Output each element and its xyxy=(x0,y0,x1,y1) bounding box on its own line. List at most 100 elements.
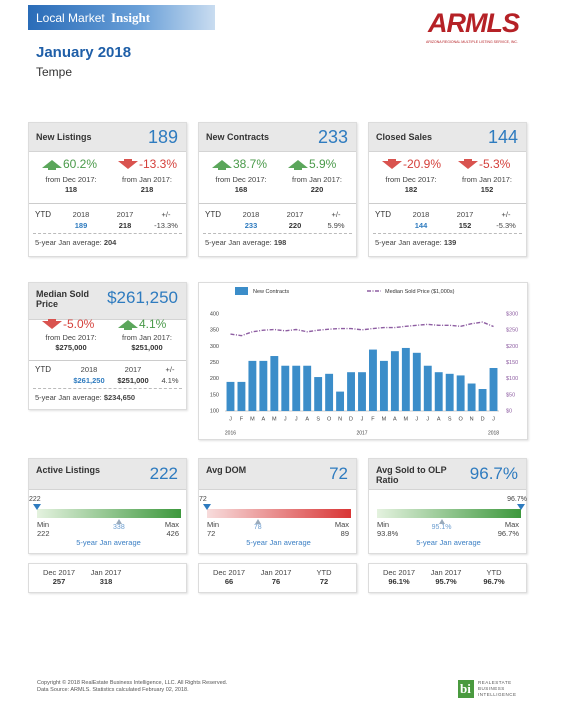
legend-label: Median Sold Price ($1,000s) xyxy=(385,289,455,295)
card-title: New Contracts xyxy=(206,132,270,142)
bi-logo-text: REALESTATE xyxy=(478,680,512,685)
history-label: Jan 2017 xyxy=(260,568,292,577)
change-value: 168 xyxy=(234,185,248,194)
ytd-value: 218 xyxy=(118,221,132,230)
bar xyxy=(412,352,421,411)
ytd-column: 2017 xyxy=(286,210,304,219)
card-header xyxy=(369,123,526,152)
year-label: 2018 xyxy=(488,430,499,436)
average-value: 204 xyxy=(103,238,117,247)
history-value: 76 xyxy=(271,577,281,586)
gauge-card: Active Listings 222 222 338 Min 222 Max 426 5-ye… xyxy=(28,458,187,554)
ytd-column: +/- xyxy=(165,365,175,374)
gauge-min-value: 72 xyxy=(207,529,216,538)
arrow-shape xyxy=(42,319,62,329)
card-title: Median Sold Price xyxy=(36,289,90,309)
x-tick-label: M xyxy=(404,416,409,422)
change-percent: 38.7% xyxy=(233,157,268,171)
ytd-column: +/- xyxy=(161,210,171,219)
year-label: 2017 xyxy=(356,430,367,436)
y-tick-label: 350 xyxy=(210,328,219,334)
y2-tick-label: $150 xyxy=(506,360,518,366)
year-label: 2016 xyxy=(225,430,236,436)
history-label: YTD xyxy=(486,568,502,577)
arrow-down xyxy=(42,319,62,329)
y-tick-label: 250 xyxy=(210,360,219,366)
header-title: Local Market xyxy=(36,11,105,25)
dashed-separator xyxy=(33,233,182,234)
x-tick-label: M xyxy=(272,416,277,422)
card-value: 189 xyxy=(147,127,178,147)
x-tick-label: F xyxy=(371,416,375,422)
gauge-current-marker xyxy=(203,504,211,510)
legend-label: New Contracts xyxy=(253,289,289,295)
ytd-column: 2017 xyxy=(116,210,134,219)
gauge-min-label: Min xyxy=(207,520,220,529)
change-value: 220 xyxy=(310,185,324,194)
ytd-column: 2018 xyxy=(72,210,90,219)
y-tick-label: 100 xyxy=(210,408,219,414)
average-value: 139 xyxy=(443,238,457,247)
change-percent: -5.3% xyxy=(479,157,511,171)
history-value: 257 xyxy=(52,577,66,586)
bar xyxy=(401,347,410,411)
x-tick-label: M xyxy=(250,416,255,422)
bar xyxy=(270,356,279,411)
gauge-caption: 5-year Jan average xyxy=(246,538,311,547)
bar xyxy=(467,383,476,411)
gauge-min-value: 93.8% xyxy=(377,529,399,538)
card-header xyxy=(29,123,186,152)
change-percent: -13.3% xyxy=(139,157,178,171)
arrow-up xyxy=(288,160,308,170)
history-value: 72 xyxy=(319,577,329,586)
period: January 2018 xyxy=(36,44,132,61)
y-tick-label: 300 xyxy=(210,344,219,350)
arrow-down xyxy=(382,159,402,169)
change-label: from Dec 2017: xyxy=(45,175,97,184)
y2-tick-label: $200 xyxy=(506,344,518,350)
arrow-shape xyxy=(118,159,138,169)
ytd-value: -5.3% xyxy=(496,221,516,230)
ytd-value: 144 xyxy=(414,221,428,230)
stat-card: Median Sold Price $261,250 -5.0% from Dec 2… xyxy=(28,282,187,410)
gauge-min-label: Min xyxy=(377,520,390,529)
y2-tick-label: $0 xyxy=(506,408,512,414)
average-row: 5-year Jan average: 204 xyxy=(35,238,116,247)
stat-card: Closed Sales 144 -20.9% from Dec 2017: 182 -5… xyxy=(368,122,527,257)
bi-logo-text: BUSINESS xyxy=(478,686,505,691)
x-tick-label: A xyxy=(305,416,309,422)
card-header xyxy=(199,123,356,152)
arrow-shape xyxy=(42,160,62,170)
bar xyxy=(226,381,235,411)
arrow-shape xyxy=(382,159,402,169)
gauge-max-value: 96.7% xyxy=(497,529,519,538)
x-tick-label: A xyxy=(262,416,266,422)
change-label: from Dec 2017: xyxy=(385,175,437,184)
ytd-value: 152 xyxy=(458,221,472,230)
history-value: 95.7% xyxy=(435,577,457,586)
bar xyxy=(292,365,301,411)
bar xyxy=(489,367,498,411)
x-tick-label: A xyxy=(393,416,397,422)
ytd-value: 220 xyxy=(288,221,302,230)
ytd-value: -13.3% xyxy=(154,221,178,230)
bar xyxy=(347,372,355,411)
card-title: Active Listings xyxy=(36,465,101,475)
source: Data Source: ARMLS. Statistics calculate… xyxy=(37,687,189,693)
change-value: 152 xyxy=(480,185,494,194)
bar xyxy=(478,389,487,411)
gauge-max-label: Max xyxy=(164,520,179,529)
change-percent: 60.2% xyxy=(63,157,98,171)
card-title: New Listings xyxy=(36,132,92,142)
y2-tick-label: $50 xyxy=(506,392,515,398)
bar xyxy=(358,372,366,411)
gauge-current-label: 96.7% xyxy=(507,496,527,503)
change-value: $275,000 xyxy=(55,343,87,352)
stat-card: New Listings 189 60.2% from Dec 2017: 118 -13… xyxy=(28,122,187,257)
y-tick-label: 150 xyxy=(210,392,219,398)
bar xyxy=(336,391,345,411)
separator xyxy=(29,203,186,204)
bi-logo: bi xyxy=(458,680,474,698)
average-label: 5-year Jan average: xyxy=(375,238,442,247)
arrow-up xyxy=(118,320,138,330)
